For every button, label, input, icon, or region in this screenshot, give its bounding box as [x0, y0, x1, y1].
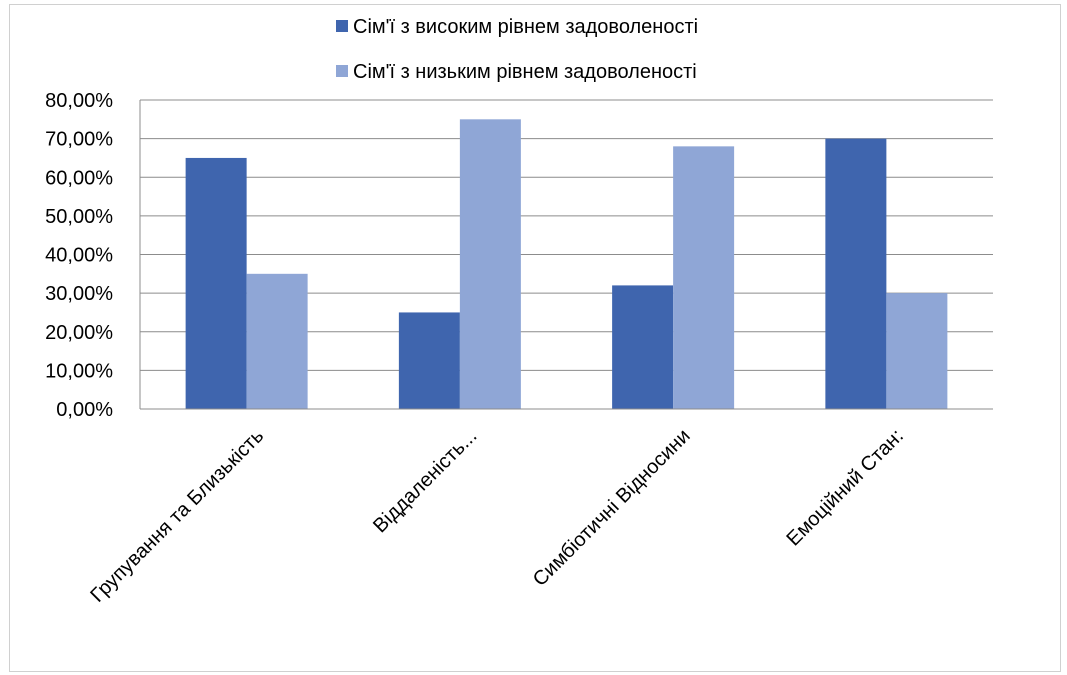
bar-high-1: [398, 312, 460, 409]
legend-label-low: Сім'ї з низьким рівнем задоволеності: [353, 61, 697, 83]
legend-swatch-high: [336, 20, 348, 32]
legend-label-high: Сім'ї з високим рівнем задоволеності: [353, 16, 698, 38]
y-tick-label: 60,00%: [45, 167, 113, 189]
bar-low-1: [459, 119, 521, 409]
legend: Сім'ї з високим рівнем задоволеності Сім…: [336, 16, 698, 83]
x-axis-tick-labels: Групування та Близькість Віддаленість... С…: [86, 425, 908, 607]
y-tick-label: 50,00%: [45, 206, 113, 228]
axes: [139, 100, 993, 410]
x-tick-label: Емоційний Стан:: [783, 425, 908, 550]
bar-high-3: [825, 138, 887, 409]
y-tick-label: 40,00%: [45, 245, 113, 267]
y-tick-label: 30,00%: [45, 283, 113, 305]
y-tick-label: 80,00%: [45, 90, 113, 112]
x-tick-label: Симбіотичні Відносини: [529, 425, 695, 591]
y-tick-label: 70,00%: [45, 129, 113, 151]
bar-high-2: [612, 285, 674, 409]
bars: [185, 119, 948, 409]
y-axis-tick-labels: 0,00% 10,00% 20,00% 30,00% 40,00% 50,00% 60,00…: [45, 90, 113, 421]
x-tick-label: Групування та Близькість: [86, 425, 268, 607]
x-tick-label: Віддаленість...: [369, 425, 481, 537]
bar-low-3: [886, 293, 948, 409]
bar-low-0: [246, 273, 308, 409]
y-tick-label: 0,00%: [56, 399, 113, 421]
y-tick-label: 10,00%: [45, 360, 113, 382]
legend-swatch-low: [336, 65, 348, 77]
y-tick-label: 20,00%: [45, 322, 113, 344]
bar-low-2: [673, 146, 735, 409]
bar-high-0: [185, 157, 247, 409]
